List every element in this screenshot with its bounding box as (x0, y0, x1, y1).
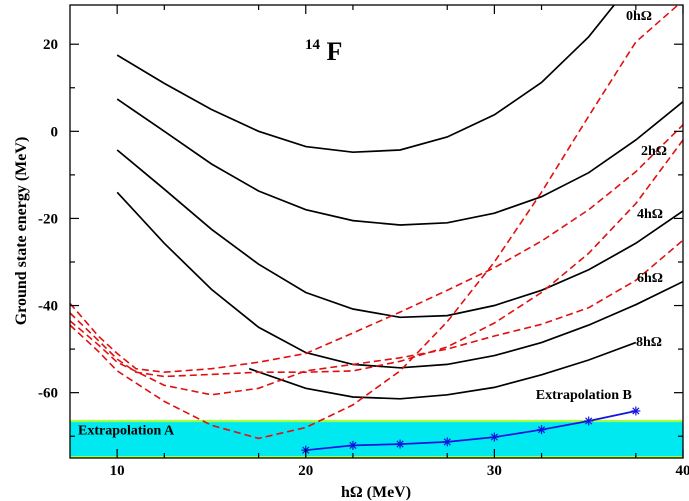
series-line-0h (116, 5, 616, 154)
series-label-0h: 0hΩ (626, 9, 652, 24)
y-tick-label: -20 (38, 211, 58, 227)
y-tick-label: -40 (38, 299, 58, 315)
series-line-8h (248, 341, 637, 400)
series-label-extrapolation-b: Extrapolation B (536, 388, 632, 403)
nucleus-mass-number: 14 (305, 37, 321, 53)
y-tick-label: 0 (51, 124, 59, 140)
series-label-2h: 2hΩ (641, 144, 667, 159)
nucleus-symbol: F (327, 37, 343, 66)
data-point (489, 432, 499, 442)
data-point (348, 440, 358, 450)
x-tick-label: 20 (298, 463, 313, 479)
x-tick-label: 30 (487, 463, 502, 479)
y-axis-label: Ground state energy (MeV) (13, 137, 30, 326)
label-layer: 0hΩ 2hΩ 4hΩ 6hΩ 8hΩ Extrapolation B Extrapolat… (78, 9, 667, 439)
series-layer (70, 5, 683, 455)
nucleus-label: 14 F (305, 26, 342, 66)
series-label-6h: 6hΩ (637, 271, 663, 286)
series-line-dashed-8 (70, 5, 680, 440)
series-label-8h: 8hΩ (636, 335, 662, 350)
data-point (631, 406, 641, 416)
series-line-2h (116, 98, 683, 226)
series-line-6h (116, 191, 683, 369)
series-label-4h: 4hΩ (637, 207, 663, 222)
extrapolation-a-band (70, 419, 683, 458)
x-axis-label: hΩ (MeV) (341, 484, 411, 501)
y-tick-label: -60 (38, 386, 58, 402)
series-line-dashed-6 (70, 139, 683, 378)
band-fill (70, 420, 683, 458)
plot-frame (69, 4, 684, 459)
series-line-dashed-7 (70, 239, 683, 396)
series-line-4h (116, 149, 683, 319)
series-line-extrapolation-b (305, 410, 636, 452)
x-tick-label: 10 (110, 463, 125, 479)
data-point (584, 416, 594, 426)
y-tick-label: 20 (43, 37, 58, 53)
series-line-dashed-5 (70, 124, 683, 374)
data-point (442, 437, 452, 447)
band-label: Extrapolation A (78, 424, 175, 439)
axis-layer: 10 20 30 40 -60 -40 -20 0 20 (38, 5, 689, 479)
data-point (395, 439, 405, 449)
data-point (537, 425, 547, 435)
x-tick-label: 40 (676, 463, 689, 479)
